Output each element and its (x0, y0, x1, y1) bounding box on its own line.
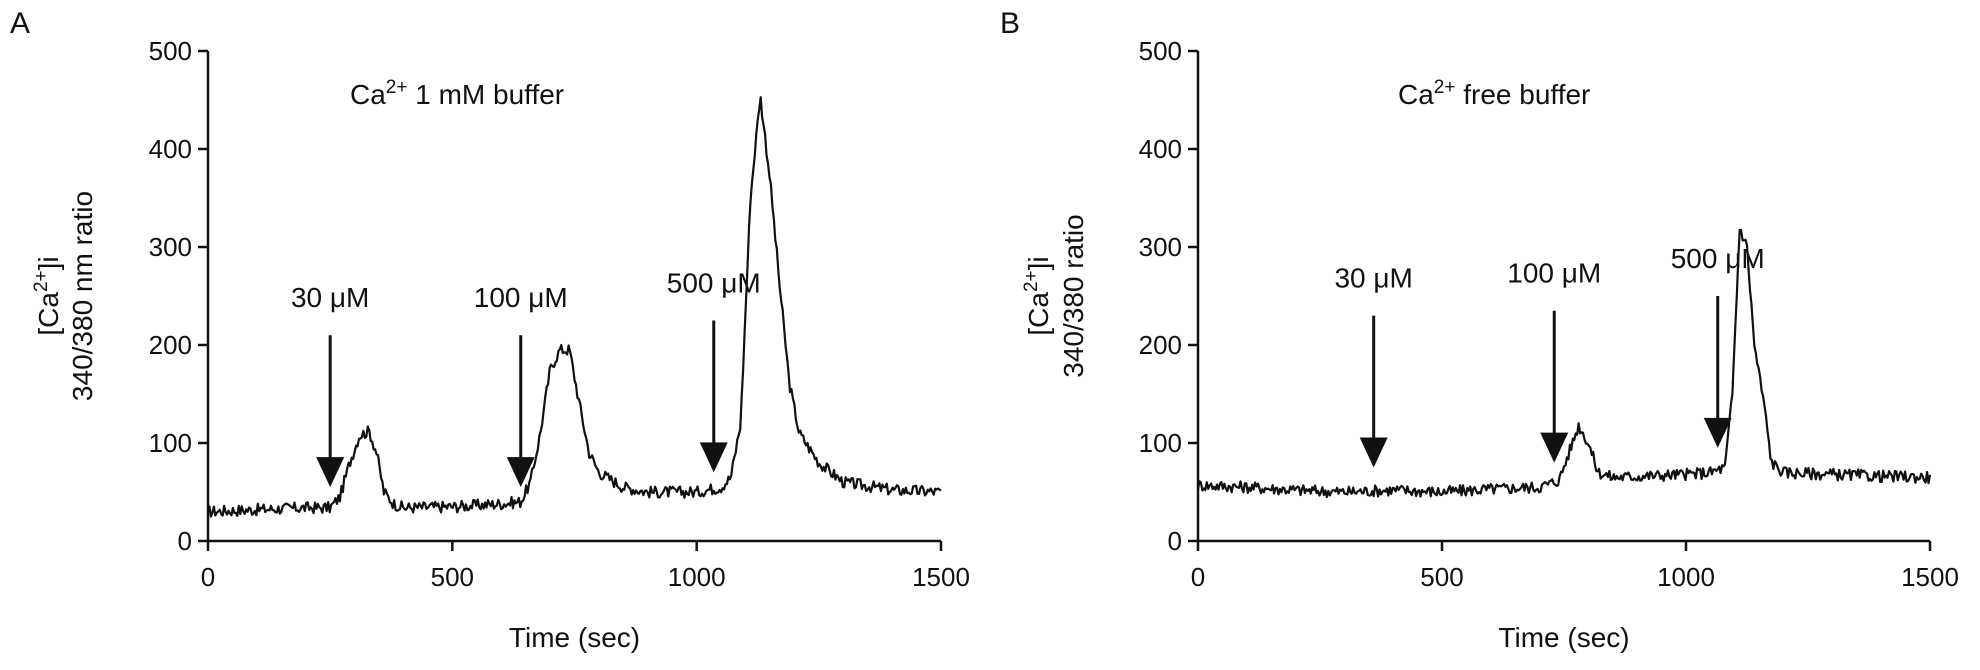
x-tick-label: 0 (201, 562, 215, 592)
y-tick-label: 100 (1139, 428, 1182, 458)
x-tick-label: 1500 (1901, 562, 1959, 592)
x-tick-label: 1500 (912, 562, 970, 592)
y-axis-label-line1: [Ca2+]i (1021, 256, 1054, 335)
y-tick-label: 300 (1139, 232, 1182, 262)
y-axis-label-line2: 340/380 ratio (1058, 214, 1089, 377)
chart-title: Ca2+ 1 mM buffer (350, 77, 564, 110)
y-axis-label-line2: 340/380 nm ratio (67, 191, 98, 401)
x-tick-label: 1000 (1657, 562, 1715, 592)
annotation-label: 500 μM (1671, 243, 1765, 274)
annotation-label: 100 μM (1507, 258, 1601, 289)
series-line (207, 96, 942, 518)
y-tick-label: 400 (149, 134, 192, 164)
x-tick-label: 0 (1191, 562, 1205, 592)
annotation-label: 30 μM (291, 282, 369, 313)
y-tick-label: 100 (149, 428, 192, 458)
x-tick-label: 1000 (668, 562, 726, 592)
annotation-label: 30 μM (1334, 263, 1412, 294)
series-line (1196, 228, 1932, 499)
x-axis-label: Time (sec) (509, 622, 640, 653)
panel-a: A 0 100 200 300 400 500 0 500 1000 1500 Time (sec) [… (10, 7, 970, 653)
panel-label: B (1000, 7, 1020, 40)
y-axis-label-line1: [Ca2+]i (31, 256, 64, 335)
x-axis-label: Time (sec) (1498, 622, 1629, 653)
y-tick-label: 0 (1168, 526, 1182, 556)
annotation-arrow-head (699, 442, 728, 473)
y-tick-label: 500 (1139, 36, 1182, 66)
annotation-label: 500 μM (667, 268, 761, 299)
y-tick-label: 0 (178, 526, 192, 556)
annotation-label: 100 μM (474, 282, 568, 313)
panel-label: A (10, 7, 30, 40)
y-tick-label: 500 (149, 36, 192, 66)
y-tick-label: 200 (1139, 330, 1182, 360)
annotation-arrow-head (1703, 417, 1732, 448)
y-tick-label: 400 (1139, 134, 1182, 164)
y-tick-label: 300 (149, 232, 192, 262)
annotation-arrow-head (506, 457, 535, 488)
annotation-arrow-head (1540, 432, 1569, 463)
chart-title: Ca2+ free buffer (1398, 77, 1590, 110)
x-tick-label: 500 (1420, 562, 1463, 592)
x-tick-label: 500 (431, 562, 474, 592)
annotation-arrow-head (316, 457, 345, 488)
annotation-arrow-head (1359, 437, 1388, 468)
y-tick-label: 200 (149, 330, 192, 360)
panel-b: B 0 100 200 300 400 500 0 500 1000 1500 Time (sec) [… (1000, 7, 1959, 653)
